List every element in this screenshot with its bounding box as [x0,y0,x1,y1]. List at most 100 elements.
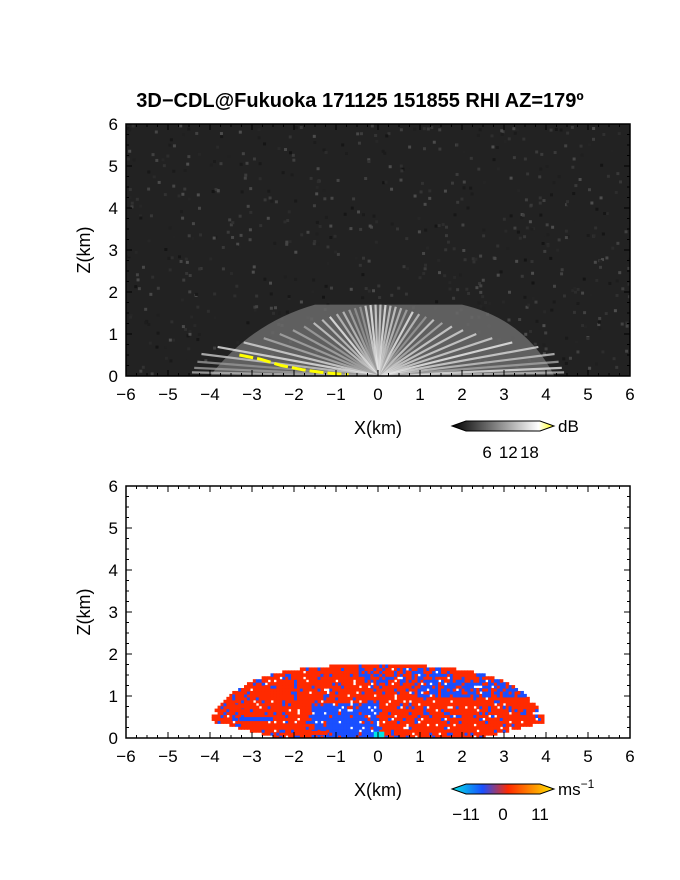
noise-speck [177,194,181,198]
velocity-cell [393,664,398,669]
noise-speck [402,265,406,269]
velocity-cell [461,682,466,686]
velocity-cell [476,679,480,683]
velocity-cell [479,726,483,730]
figure-title: 3D−CDL@Fukuoka 171125 151855 RHI AZ=179º [136,90,583,112]
velocity-cell [411,667,416,671]
velocity-cell [370,699,374,704]
velocity-cell [335,664,339,669]
velocity-cell [443,690,448,695]
noise-speck [521,213,525,217]
velocity-colorbar-tick-label: 11 [531,805,549,824]
velocity-cell [505,726,510,730]
velocity-cell [423,711,427,716]
velocity-cell [261,679,266,683]
velocity-cell [446,723,451,727]
velocity-x-tick-label: −6 [116,747,135,766]
velocity-cell [429,690,433,695]
velocity-cell [399,711,404,716]
noise-speck [400,169,404,173]
velocity-cell [264,723,269,727]
velocity-cell [432,682,436,686]
noise-speck [459,273,463,277]
noise-speck [444,234,448,238]
velocity-cell [252,720,257,724]
velocity-cell [270,708,275,713]
noise-speck [248,238,252,242]
velocity-cell [343,664,348,669]
velocity-cell [264,699,269,704]
noise-speck [357,210,361,214]
velocity-cell [432,702,436,707]
noise-speck [591,137,595,141]
velocity-cell [470,685,474,689]
velocity-cell [441,711,445,716]
noise-speck [450,181,454,185]
noise-speck [517,189,521,193]
noise-speck [291,153,295,157]
noise-speck [181,325,185,329]
velocity-cell [279,705,283,710]
velocity-cell [346,667,351,671]
noise-speck [390,293,394,297]
velocity-cell [435,729,439,733]
velocity-cell [355,685,360,689]
velocity-cell [488,688,492,692]
velocity-cell [308,676,313,680]
noise-speck [409,168,413,172]
noise-speck [312,242,316,246]
echo-ray [217,345,379,376]
velocity-cell [464,726,469,730]
velocity-cell [338,667,342,671]
velocity-cell [379,708,383,713]
velocity-cell [532,720,536,724]
velocity-cell [279,717,283,721]
velocity-cell [296,673,301,677]
velocity-cell [346,673,351,677]
velocity-cell [473,702,477,707]
velocity-cell [294,717,298,721]
velocity-cell [514,693,519,698]
velocity-cell [294,714,298,719]
velocity-cell [373,723,377,727]
velocity-cell [505,693,510,698]
velocity-cell [341,673,345,677]
noise-speck [294,199,298,203]
velocity-cell [414,699,419,704]
noise-speck [477,301,481,305]
noise-speck [404,292,408,296]
velocity-cell [296,720,301,724]
velocity-cell [282,693,286,698]
velocity-cell [220,720,225,724]
velocity-cell [508,714,513,719]
velocity-cell [294,735,298,738]
velocity-cell [526,699,530,704]
noise-speck [383,151,387,155]
velocity-cell [388,732,392,736]
velocity-cell [320,670,324,674]
velocity-cell [335,682,339,686]
velocity-cell [488,685,492,689]
noise-speck [367,160,371,164]
velocity-cell [396,667,401,671]
velocity-cell [379,696,383,701]
velocity-cell [244,696,248,701]
reflectivity-x-tick-label: 6 [625,385,634,404]
noise-speck [246,321,250,325]
velocity-cell [505,711,510,716]
velocity-cell [338,705,342,710]
velocity-cell [432,729,436,733]
velocity-cell [285,729,289,733]
velocity-cell [279,711,283,716]
velocity-cell [358,702,363,707]
velocity-cell [488,729,492,733]
velocity-cell [405,679,410,683]
noise-speck [358,263,362,267]
velocity-cell [511,717,516,721]
noise-speck [359,227,363,231]
velocity-cell [414,717,419,721]
velocity-cell [402,667,407,671]
velocity-cell [458,702,463,707]
velocity-cell [438,676,442,680]
velocity-cell [288,696,292,701]
